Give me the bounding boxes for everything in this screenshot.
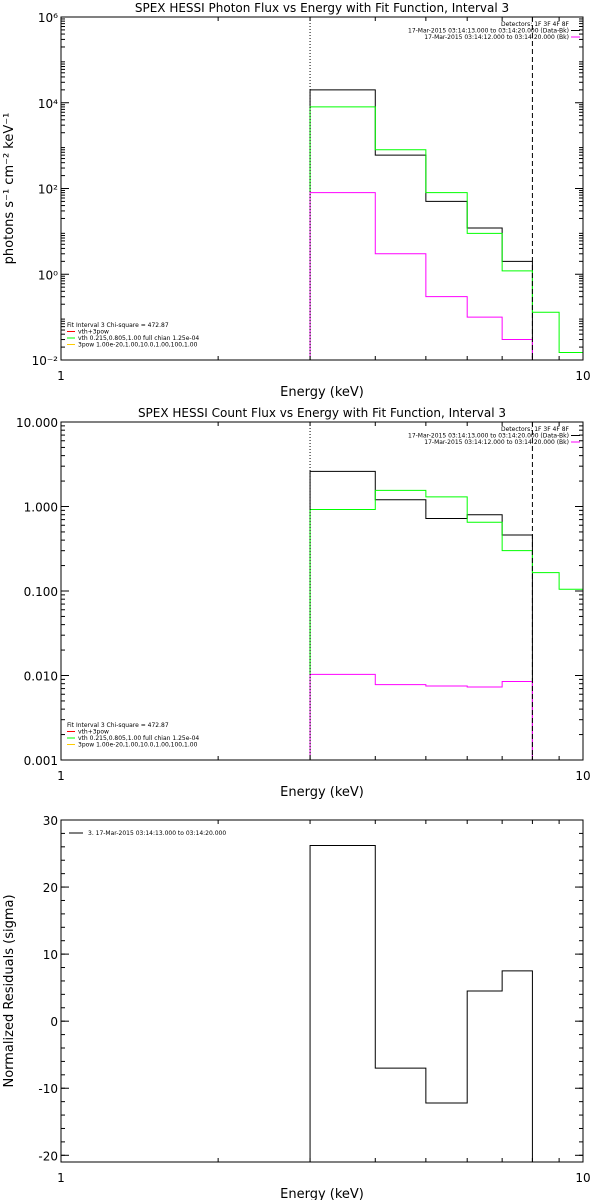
- y-tick-label: 10⁻²: [32, 354, 59, 368]
- legend-entry-text: 3. 17-Mar-2015 03:14:13.000 to 03:14:20.…: [88, 830, 226, 837]
- y-tick-label: 10⁴: [38, 97, 58, 111]
- y-tick-label: 20: [43, 881, 58, 895]
- legend-entry-text: Detectors: 1F 3F 4F 8F: [501, 21, 570, 28]
- y-tick-label: 30: [43, 814, 58, 828]
- legend-entry-text: 17-Mar-2015 03:14:13.000 to 03:14:20.000…: [408, 28, 569, 35]
- chart-title: SPEX HESSI Count Flux vs Energy with Fit…: [138, 406, 506, 420]
- plot-frame: [60, 819, 584, 1163]
- legend-entry-text: vth+3pow: [78, 729, 109, 736]
- y-tick-label: 10⁰: [38, 268, 58, 282]
- x-tick-label: 1: [57, 1171, 65, 1185]
- chart-title: SPEX HESSI Photon Flux vs Energy with Fi…: [135, 1, 509, 15]
- chart-panel-1: 1 10 10⁻² 10⁰ 10² 10⁴ 10⁶ SPEX HESSI Photon Flu…: [2, 1, 591, 400]
- legend-entry-text: 17-Mar-2015 03:14:13.000 to 03:14:20.000…: [408, 433, 569, 440]
- legend-entry-text: Detectors: 1F 3F 4F 8F: [501, 426, 570, 433]
- series-1-line: [309, 470, 533, 760]
- legend-entry-text: 17-Mar-2015 03:14:12.000 to 03:14:20.000…: [424, 439, 569, 446]
- legend-entry-text: vth+3pow: [78, 329, 109, 336]
- legend-entry-text: vth 0.215,0.805,1.00 full chian 1.25e-04: [78, 735, 199, 742]
- legend-entry-text: 17-Mar-2015 03:14:12.000 to 03:14:20.000…: [424, 34, 569, 41]
- legend-entry-text: Fit Interval 3 Chi-square = 472.87: [67, 322, 169, 329]
- x-tick-label: 10: [575, 369, 590, 383]
- legend-entry-text: Fit Interval 3 Chi-square = 472.87: [67, 722, 169, 729]
- series-2-line: [309, 106, 583, 360]
- series-1-line: [309, 844, 533, 1162]
- legend-entry-text: 3pow 1.00e-20,1.00,10.0,1.00,100,1.00: [78, 342, 198, 349]
- series-3-line: [309, 192, 533, 360]
- x-axis-label: Energy (keV): [280, 385, 364, 400]
- x-tick-label: 10: [575, 769, 590, 783]
- y-tick-label: 0.100: [24, 585, 58, 599]
- y-tick-label: 1.000: [24, 501, 58, 515]
- y-tick-label: -20: [38, 1149, 58, 1163]
- x-tick-label: 1: [57, 769, 65, 783]
- y-tick-label: 0: [50, 1015, 58, 1029]
- y-tick-label: 10: [43, 948, 58, 962]
- y-tick-label: 10²: [38, 183, 58, 197]
- series-3-line: [309, 673, 533, 760]
- series-2-line: [309, 489, 583, 760]
- plot-frame: [60, 16, 584, 361]
- x-axis-label: Energy (keV): [280, 1187, 364, 1200]
- chart-panel-2: 1 10 0.001 0.010 0.100 1.000 10.000 SPEX HESSI …: [16, 406, 591, 800]
- x-tick-label: 1: [57, 369, 65, 383]
- y-axis-label: photons s⁻¹ cm⁻² keV⁻¹: [2, 113, 17, 265]
- y-axis-label: Normalized Residuals (sigma): [2, 894, 17, 1087]
- x-tick-label: 10: [575, 1171, 590, 1185]
- x-axis-label: Energy (keV): [280, 785, 364, 800]
- y-tick-label: 0.010: [24, 670, 58, 684]
- y-tick-label: 10.000: [16, 416, 58, 430]
- y-tick-label: -10: [38, 1082, 58, 1096]
- plot-frame: [60, 421, 584, 761]
- legend-entry-text: 3pow 1.00e-20,1.00,10.0,1.00,100,1.00: [78, 742, 198, 749]
- y-tick-label: 10⁶: [38, 11, 58, 25]
- series-1-line: [309, 89, 533, 360]
- y-tick-label: 0.001: [24, 754, 58, 768]
- chart-panel-3: 1 10 -20 -10 0 10 20 30 Energy (keV) Normalized R…: [2, 814, 591, 1200]
- legend-entry-text: vth 0.215,0.805,1.00 full chian 1.25e-04: [78, 335, 199, 342]
